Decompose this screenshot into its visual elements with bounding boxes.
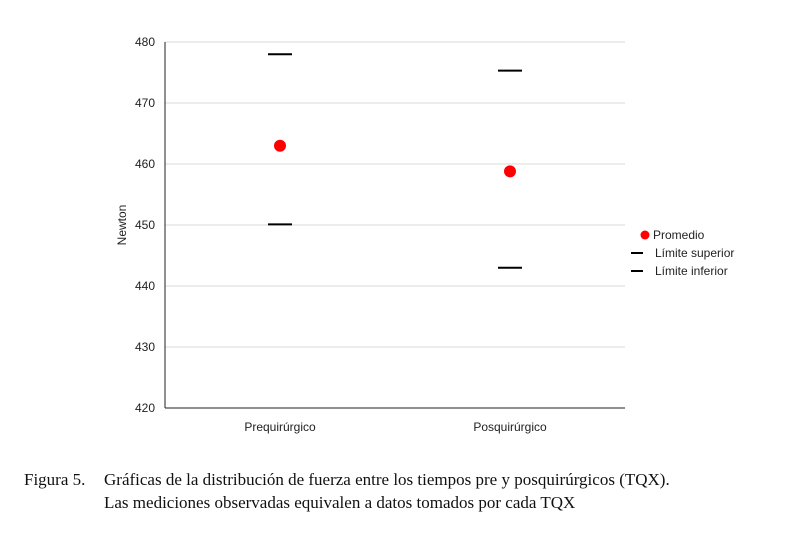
y-tick-label: 440 xyxy=(135,279,155,293)
y-tick-label: 470 xyxy=(135,96,155,110)
grid-lines xyxy=(165,41,625,348)
figure-caption: Figura 5. Gráficas de la distribución de… xyxy=(24,468,774,514)
x-category-labels: Prequirúrgico Posquirúrgico xyxy=(244,420,547,434)
y-tick-label: 450 xyxy=(135,218,155,232)
y-tick-label: 460 xyxy=(135,157,155,171)
legend: Promedio Límite superior Límite inferior xyxy=(631,228,734,278)
legend-dot-marker xyxy=(640,230,650,240)
y-tick-label: 480 xyxy=(135,35,155,49)
caption-line-1: Gráficas de la distribución de fuerza en… xyxy=(104,470,670,489)
legend-label: Promedio xyxy=(653,228,705,242)
legend-label: Límite inferior xyxy=(655,264,728,278)
x-category-label: Posquirúrgico xyxy=(473,420,547,434)
mean-point xyxy=(504,165,516,178)
x-category-label: Prequirúrgico xyxy=(244,420,316,434)
y-axis-label: Newton xyxy=(115,205,129,246)
y-tick-label: 430 xyxy=(135,340,155,354)
y-tick-labels: 420 430 440 450 460 470 480 xyxy=(135,35,155,415)
data-marks xyxy=(268,53,522,269)
caption-line-2: Las mediciones observadas equivalen a da… xyxy=(104,493,576,512)
legend-label: Límite superior xyxy=(655,246,734,260)
chart: 420 430 440 450 460 470 480 Prequirúrgico Posqu… xyxy=(115,35,734,434)
mean-point xyxy=(274,139,286,152)
y-tick-label: 420 xyxy=(135,401,155,415)
caption-label: Figura 5. xyxy=(24,470,86,489)
